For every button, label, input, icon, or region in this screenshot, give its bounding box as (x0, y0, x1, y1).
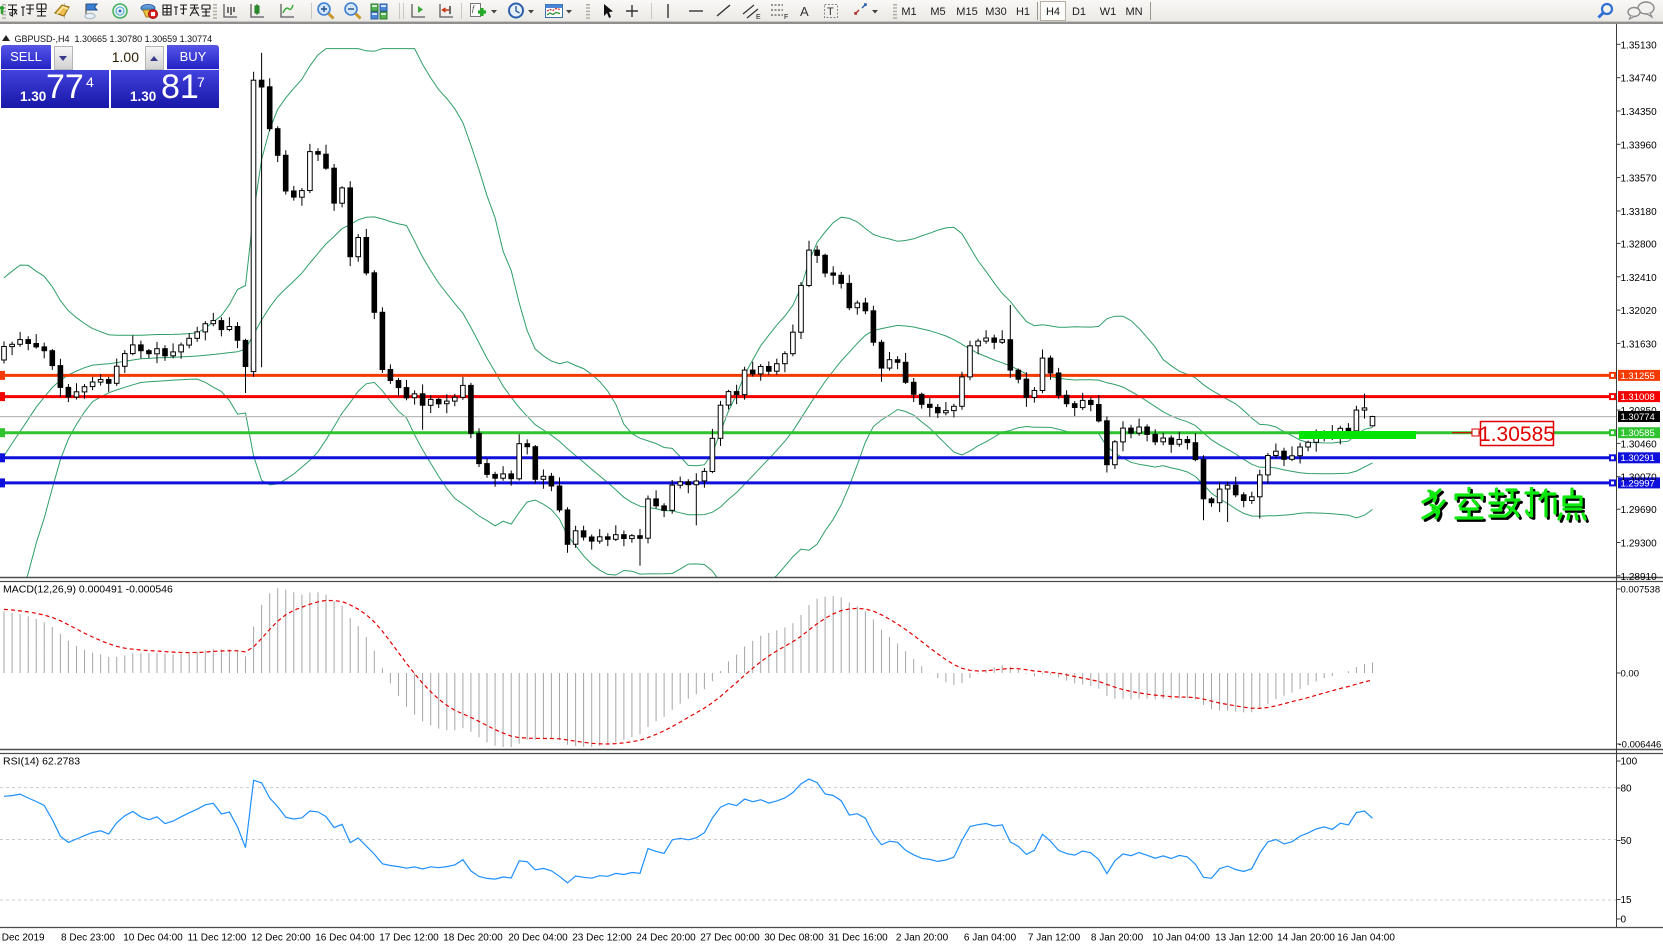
svg-text:A: A (800, 4, 809, 19)
svg-text:7 Jan 12:00: 7 Jan 12:00 (1028, 933, 1081, 944)
svg-text:18 Dec 20:00: 18 Dec 20:00 (443, 933, 503, 944)
svg-text:1.34740: 1.34740 (1621, 74, 1658, 85)
svg-text:1.29690: 1.29690 (1621, 505, 1658, 516)
svg-text:MN: MN (1125, 6, 1142, 18)
svg-text:M30: M30 (985, 6, 1006, 18)
svg-text:H1: H1 (1016, 6, 1030, 18)
svg-text:6 Jan 04:00: 6 Jan 04:00 (964, 933, 1017, 944)
svg-text:M5: M5 (930, 6, 945, 18)
svg-text:23 Dec 12:00: 23 Dec 12:00 (572, 933, 632, 944)
svg-text:1.33180: 1.33180 (1621, 207, 1658, 218)
svg-text:15: 15 (1621, 895, 1633, 906)
svg-text:1.32020: 1.32020 (1621, 306, 1658, 317)
svg-text:100: 100 (1621, 757, 1638, 768)
svg-text:1.31630: 1.31630 (1621, 339, 1658, 350)
svg-text:14 Jan 20:00: 14 Jan 20:00 (1277, 933, 1335, 944)
svg-text:16 Jan 04:00: 16 Jan 04:00 (1337, 933, 1395, 944)
svg-text:8 Jan 20:00: 8 Jan 20:00 (1091, 933, 1144, 944)
svg-text:24 Dec 20:00: 24 Dec 20:00 (636, 933, 696, 944)
svg-text:1.30585: 1.30585 (1621, 428, 1655, 439)
svg-text:T: T (827, 6, 834, 18)
svg-text:M15: M15 (956, 6, 977, 18)
svg-text:30 Dec 08:00: 30 Dec 08:00 (764, 933, 824, 944)
svg-text:RSI(14) 62.2783: RSI(14) 62.2783 (3, 756, 80, 768)
svg-text:1.32800: 1.32800 (1621, 239, 1658, 250)
svg-text:1.30070: 1.30070 (1621, 473, 1658, 484)
svg-text:1.33960: 1.33960 (1621, 140, 1658, 151)
svg-text:31 Dec 16:00: 31 Dec 16:00 (828, 933, 888, 944)
svg-text:-0.006446: -0.006446 (1619, 740, 1662, 751)
svg-text:10 Dec 04:00: 10 Dec 04:00 (123, 933, 183, 944)
svg-text:1.30585: 1.30585 (1479, 423, 1555, 446)
svg-text:1.28910: 1.28910 (1621, 572, 1658, 583)
svg-text:1.30850: 1.30850 (1621, 406, 1658, 417)
svg-text:13 Jan 12:00: 13 Jan 12:00 (1215, 933, 1273, 944)
svg-text:10 Jan 04:00: 10 Jan 04:00 (1152, 933, 1210, 944)
svg-text:1.33570: 1.33570 (1621, 174, 1658, 185)
svg-text:1.30291: 1.30291 (1621, 453, 1655, 464)
svg-text:1.30774: 1.30774 (1621, 412, 1655, 423)
svg-text:W1: W1 (1100, 6, 1117, 18)
svg-text:H4: H4 (1046, 6, 1060, 18)
svg-text:1.32410: 1.32410 (1621, 273, 1658, 284)
svg-text:1.29300: 1.29300 (1621, 539, 1658, 550)
svg-text:16 Dec 04:00: 16 Dec 04:00 (315, 933, 375, 944)
svg-text:MACD(12,26,9) 0.000491 -0.0005: MACD(12,26,9) 0.000491 -0.000546 (3, 584, 173, 596)
svg-text:5 Dec 2019: 5 Dec 2019 (0, 933, 45, 944)
svg-text:1.31255: 1.31255 (1621, 371, 1655, 382)
svg-text:E: E (756, 14, 761, 21)
svg-text:0.00: 0.00 (1621, 669, 1640, 680)
svg-text:0.007538: 0.007538 (1621, 585, 1661, 596)
svg-text:1.29997: 1.29997 (1621, 478, 1655, 489)
svg-text:12 Dec 20:00: 12 Dec 20:00 (251, 933, 311, 944)
svg-text:17 Dec 12:00: 17 Dec 12:00 (379, 933, 439, 944)
svg-text:27 Dec 00:00: 27 Dec 00:00 (700, 933, 760, 944)
svg-text:f: f (472, 4, 476, 13)
svg-text:80: 80 (1621, 784, 1633, 795)
svg-text:11 Dec 12:00: 11 Dec 12:00 (188, 933, 247, 944)
svg-text:1.34350: 1.34350 (1621, 107, 1658, 118)
svg-text:F: F (784, 14, 788, 21)
svg-text:1.35130: 1.35130 (1621, 40, 1658, 51)
svg-text:M1: M1 (901, 6, 916, 18)
svg-text:50: 50 (1621, 836, 1633, 847)
svg-text:8 Dec 23:00: 8 Dec 23:00 (61, 933, 115, 944)
svg-text:0: 0 (1621, 915, 1627, 926)
svg-text:20 Dec 04:00: 20 Dec 04:00 (508, 933, 568, 944)
svg-text:1.30460: 1.30460 (1621, 439, 1658, 450)
svg-text:2 Jan 20:00: 2 Jan 20:00 (896, 933, 949, 944)
svg-text:D1: D1 (1072, 6, 1086, 18)
svg-text:1.31008: 1.31008 (1621, 392, 1655, 403)
